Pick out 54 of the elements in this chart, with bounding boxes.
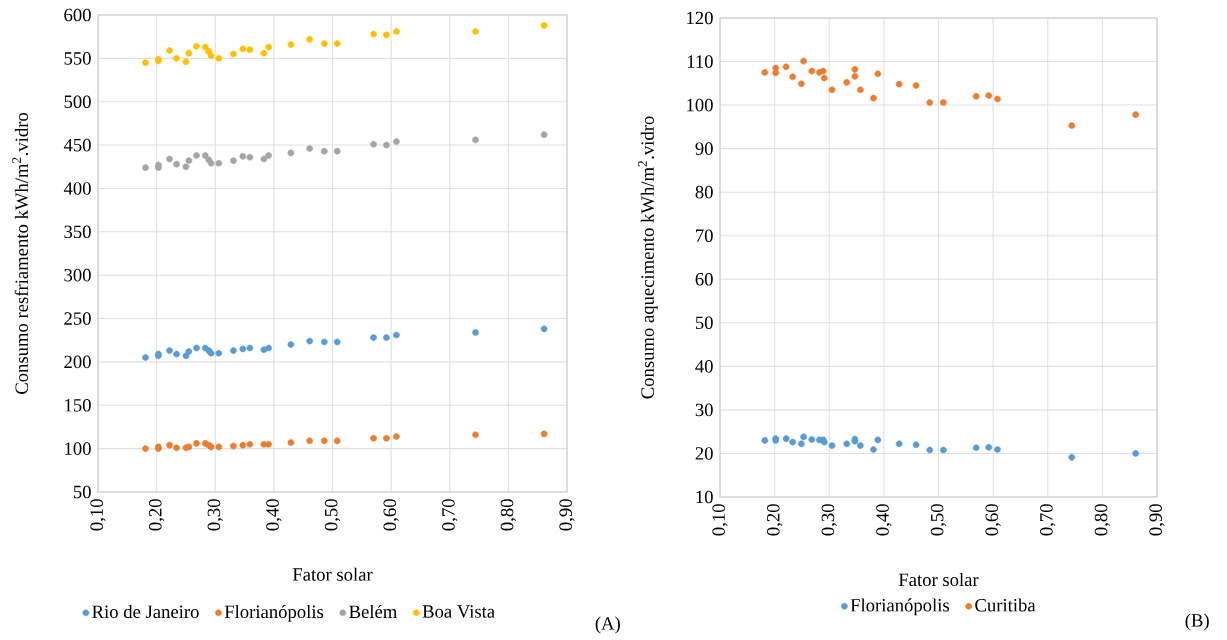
y-tick-label: 550 bbox=[64, 52, 91, 65]
x-tick-label: 0,80 bbox=[1094, 504, 1111, 536]
y-tick-label: 20 bbox=[695, 447, 713, 460]
x-tick-label: 0,20 bbox=[766, 504, 783, 536]
y-tick-label: 70 bbox=[696, 229, 713, 243]
y-tick-label: 80 bbox=[695, 185, 713, 199]
y-tick-label: 60 bbox=[695, 273, 713, 286]
x-tick-label: 0,70 bbox=[1040, 504, 1056, 536]
y-axis-title: Consumo resfriamento kWh/m$^{2}$.vidro bbox=[12, 113, 29, 395]
y-tick-label: 450 bbox=[63, 138, 91, 152]
x-tick-label: 0,90 bbox=[559, 499, 575, 531]
y-tick-label: 50 bbox=[695, 316, 713, 330]
x-tick-label: 0,40 bbox=[876, 504, 892, 536]
y-tick-label: 250 bbox=[64, 312, 91, 325]
y-tick-label: 600 bbox=[64, 8, 91, 22]
x-tick-label: 0,30 bbox=[207, 499, 223, 531]
x-tick-label: 0,80 bbox=[500, 499, 517, 531]
legend-label: Curitiba bbox=[975, 598, 1036, 612]
y-tick-label: 200 bbox=[64, 355, 91, 369]
x-tick-label: 0,20 bbox=[148, 499, 165, 531]
x-tick-label: 0,40 bbox=[266, 499, 282, 531]
y-tick-label: 50 bbox=[73, 485, 91, 499]
x-tick-label: 0,10 bbox=[90, 499, 106, 531]
legend-label: Belém bbox=[349, 605, 398, 619]
legend-label: Florianópolis bbox=[850, 598, 950, 616]
y-tick-label: 40 bbox=[695, 360, 713, 373]
y-tick-label: 90 bbox=[695, 142, 713, 156]
legend-label: Boa Vista bbox=[422, 605, 495, 618]
legend-label: Florianópolis bbox=[224, 605, 324, 622]
text: (B) bbox=[1185, 613, 1209, 631]
x-axis-title: Fator solar bbox=[292, 567, 373, 581]
y-tick-label: 500 bbox=[64, 95, 91, 109]
y-tick-label: 150 bbox=[65, 399, 91, 412]
x-tick-label: 0,10 bbox=[712, 504, 728, 536]
x-tick-label: 0,50 bbox=[930, 504, 947, 536]
x-tick-label: 0,30 bbox=[821, 504, 837, 536]
x-axis-title: Fator solar bbox=[898, 573, 979, 587]
y-tick-label: 100 bbox=[65, 442, 91, 456]
y-tick-label: 120 bbox=[687, 11, 713, 25]
y-tick-label: 30 bbox=[695, 403, 713, 417]
x-tick-label: 0,70 bbox=[442, 499, 458, 531]
y-tick-label: 100 bbox=[687, 98, 713, 112]
legend-label: Rio de Janeiro bbox=[92, 605, 199, 619]
x-tick-label: 0,60 bbox=[383, 499, 399, 531]
y-tick-label: 400 bbox=[63, 182, 91, 195]
y-tick-label: 300 bbox=[64, 268, 91, 282]
x-tick-label: 0,60 bbox=[985, 504, 1001, 536]
y-axis-title: Consumo aquecimento kWh/m$^{2}$.vidro bbox=[638, 116, 658, 399]
y-tick-label: 10 bbox=[696, 490, 713, 504]
text: (A) bbox=[595, 616, 620, 634]
y-tick-label: 350 bbox=[64, 225, 91, 239]
y-tick-label: 110 bbox=[687, 55, 713, 68]
x-tick-label: 0,90 bbox=[1149, 504, 1165, 536]
x-tick-label: 0,50 bbox=[324, 499, 341, 531]
